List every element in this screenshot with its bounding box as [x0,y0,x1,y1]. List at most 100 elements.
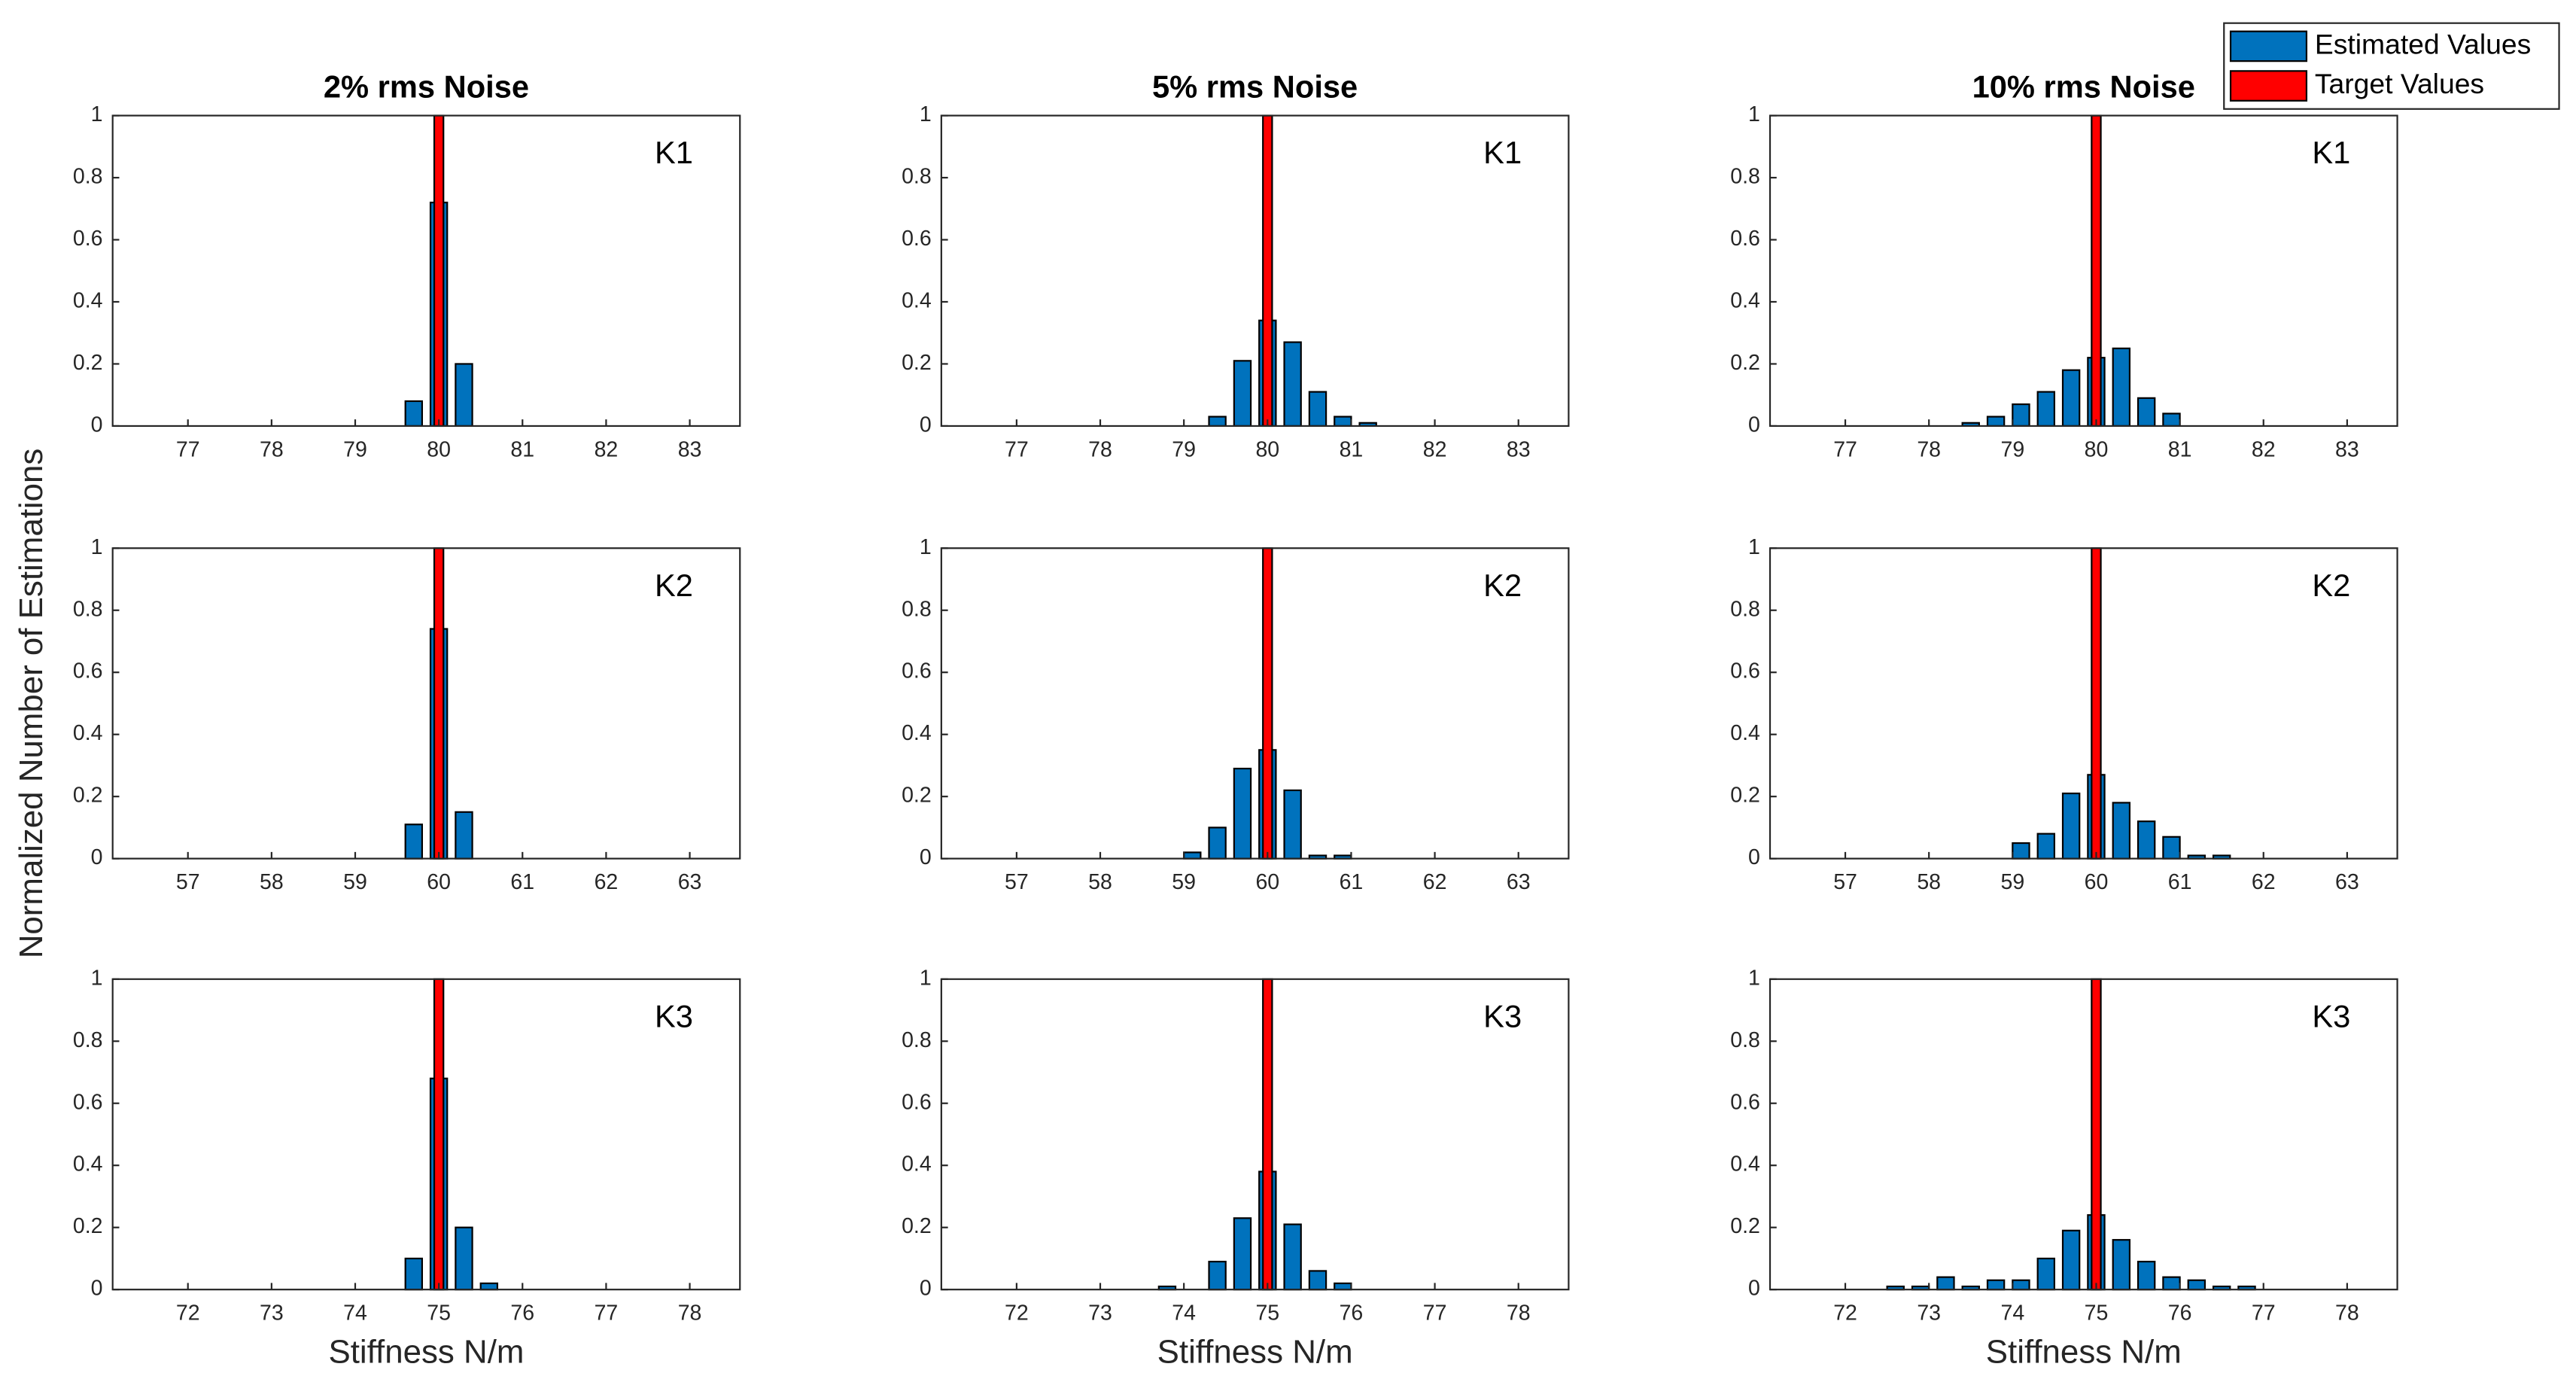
x-tick-label: 77 [1005,437,1029,461]
y-tick-label: 0.6 [1730,1090,1760,1114]
bar [2091,547,2102,860]
y-tick-label: 0.2 [902,1214,932,1238]
bar [455,811,473,860]
bar [2061,369,2081,428]
x-tick-label: 77 [1833,437,1857,461]
x-tick-label: 83 [1507,437,1531,461]
bar [404,400,424,428]
bar [1986,416,2006,428]
bar [2036,1257,2055,1291]
bar [1283,1223,1302,1291]
y-tick-label: 0 [1748,1277,1760,1301]
axes-box [1769,114,2398,428]
x-tick-label: 77 [1423,1301,1447,1326]
bar [433,114,445,428]
bar [2137,397,2156,428]
subplot-title: 2% rms Noise [324,68,529,104]
y-tick-label: 0.6 [73,227,103,251]
y-tick-label: 0.8 [902,1028,932,1052]
x-tick-label: 73 [260,1301,284,1326]
y-tick-label: 0.4 [902,289,932,313]
bar [455,1226,473,1291]
x-tick-label: 59 [2000,870,2024,894]
x-tick-label: 74 [2000,1301,2024,1326]
y-tick-label: 1 [91,966,103,990]
bar [1183,851,1202,860]
x-tick-label: 57 [176,870,200,894]
plot-area [941,979,1569,1290]
bar [2187,1279,2206,1291]
bar [1208,416,1227,428]
y-tick-label: 0.2 [1730,784,1760,808]
x-axis-label: Stiffness N/m [1157,1333,1353,1370]
x-tick-label: 80 [2085,437,2109,461]
axes-box [940,547,1570,860]
x-tick-label: 78 [1088,437,1112,461]
subplot-title: 5% rms Noise [1152,68,1358,104]
x-tick-label: 61 [510,870,534,894]
y-tick-label: 0.8 [1730,165,1760,189]
bar [2091,114,2102,428]
plot-area [1770,548,2398,859]
y-tick-label: 0 [91,845,103,869]
bar [1262,547,1273,860]
axes-box [111,114,741,428]
plot-area [112,548,741,859]
bar [2061,1229,2081,1291]
legend-swatch [2229,30,2308,62]
bar [2137,1260,2156,1291]
y-tick-label: 1 [91,535,103,559]
bar [2137,820,2156,860]
y-tick-label: 0.8 [902,165,932,189]
y-tick-label: 0.4 [902,1152,932,1177]
panel-label: K2 [655,568,693,603]
axes-box [940,978,1570,1291]
x-tick-label: 57 [1833,870,1857,894]
y-tick-label: 0 [920,845,932,869]
panel-label: K3 [2312,998,2350,1033]
x-tick-label: 74 [343,1301,367,1326]
legend-label: Target Values [2315,68,2484,99]
y-tick-label: 0.8 [902,597,932,621]
x-tick-label: 61 [1340,870,1364,894]
plot-area [941,548,1569,859]
bar [404,823,424,860]
bar [479,1282,499,1291]
y-tick-label: 0.2 [1730,1214,1760,1238]
x-tick-label: 83 [2335,437,2359,461]
x-tick-label: 58 [260,870,284,894]
panel-label: K3 [655,998,693,1033]
plot-area [112,979,741,1290]
x-tick-label: 80 [1255,437,1279,461]
bar [2112,1239,2131,1291]
y-tick-label: 1 [1748,102,1760,126]
y-tick-label: 0.8 [73,1028,103,1052]
x-tick-label: 59 [1172,870,1196,894]
bar [1262,114,1273,428]
bar [404,1257,424,1291]
y-tick-label: 0.4 [73,1152,103,1177]
bar [2012,1279,2030,1291]
panel-label: K2 [1483,568,1522,603]
bar [2162,412,2181,428]
x-tick-label: 76 [2168,1301,2192,1326]
bar [1233,767,1252,860]
x-tick-label: 77 [176,437,200,461]
bar [1986,1279,2006,1291]
y-tick-label: 0.2 [902,784,932,808]
panel-label: K3 [1483,998,1522,1033]
plot-area [1770,979,2398,1290]
y-axis-label: Normalized Number of Estimations [13,449,50,959]
x-tick-label: 82 [2252,437,2276,461]
bar [2061,792,2081,860]
y-tick-label: 0.6 [73,1090,103,1114]
y-tick-label: 0.8 [1730,1028,1760,1052]
x-tick-label: 77 [2252,1301,2276,1326]
bar [1334,416,1352,428]
x-tick-label: 61 [2168,870,2192,894]
x-tick-label: 60 [1255,870,1279,894]
bar [1308,391,1328,428]
legend-swatch [2229,70,2308,102]
y-tick-label: 0.4 [1730,721,1760,745]
x-tick-label: 63 [1507,870,1531,894]
